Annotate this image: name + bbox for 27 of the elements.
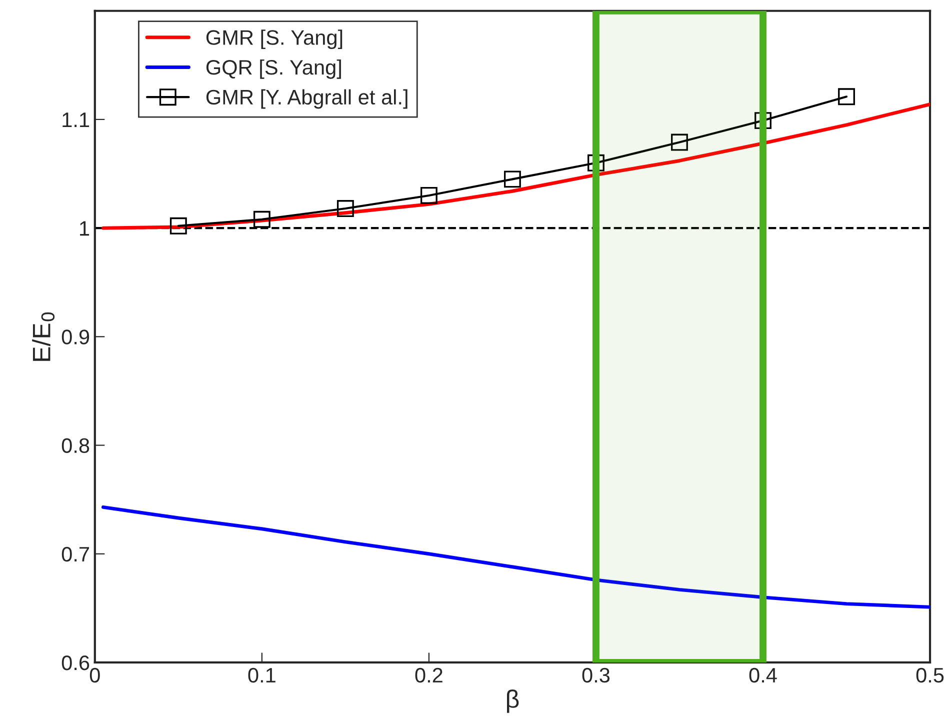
y-tick-label: 1.1 [62, 112, 90, 128]
point [588, 154, 604, 172]
y-tick-label: 0.9 [62, 330, 90, 344]
x-tick-label: 0 [90, 668, 100, 683]
x-tick-label: 0.4 [749, 668, 777, 683]
x-tick-label: 0.3 [582, 668, 610, 683]
legend-label: GMR [S. Yang] [206, 30, 342, 50]
x-axis-title: β [507, 690, 519, 713]
line-series [102, 505, 930, 609]
point [336, 200, 354, 217]
y-tick-label: 0.6 [62, 655, 90, 670]
y-tick-label: 0.8 [62, 438, 90, 454]
x-tick-label: 0.1 [248, 668, 276, 683]
point [420, 187, 438, 204]
point [671, 134, 688, 151]
legend-label: GQR [S. Yang] [206, 59, 341, 79]
y-tick-label: 1 [80, 221, 90, 236]
y-axis-title: E/E$_{0}$ [32, 312, 55, 361]
x-tick-label: 0.2 [415, 668, 442, 683]
point [504, 170, 521, 188]
legend-label: GMR [Y. Abgrall et al.] [206, 89, 408, 109]
point [253, 210, 270, 228]
x-tick-label: 0.5 [916, 668, 944, 683]
point [838, 88, 855, 106]
y-tick-label: 0.7 [62, 546, 89, 562]
point [170, 217, 187, 234]
point [754, 112, 772, 130]
